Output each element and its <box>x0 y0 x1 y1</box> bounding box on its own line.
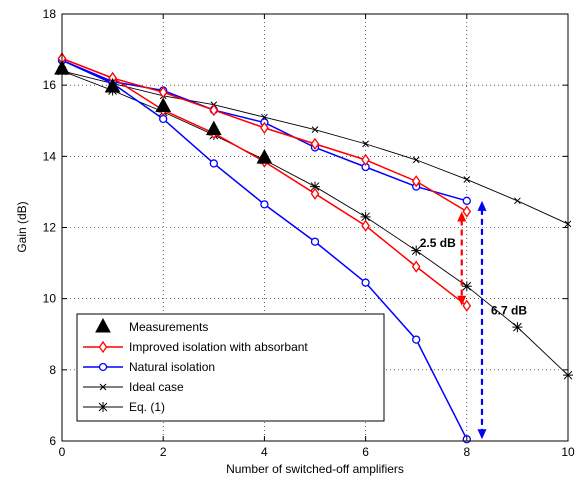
data-point <box>310 237 320 246</box>
data-point <box>462 299 472 312</box>
data-point <box>311 126 319 133</box>
legend: Measurements Improved isolation with abso… <box>76 313 385 422</box>
x-tick-label: 6 <box>362 445 369 459</box>
x-tick-label: 0 <box>59 445 66 459</box>
y-tick-label: 14 <box>43 149 57 163</box>
annotation-label: 6.7 dB <box>491 304 527 318</box>
data-point <box>411 175 421 188</box>
legend-entry: Eq. (1) <box>83 400 165 414</box>
series-layer <box>54 52 573 444</box>
ticks-layer: 0 2 4 6 8 10 6 8 10 12 14 16 18 <box>43 7 575 459</box>
legend-label: Improved isolation with absorbant <box>129 340 308 354</box>
legend-marker <box>95 317 111 333</box>
x-tick-label: 8 <box>463 445 470 459</box>
data-point <box>256 149 273 164</box>
annotation-0: 2.5 dB <box>420 211 467 306</box>
data-point <box>462 205 472 218</box>
y-axis-label: Gain (dB) <box>15 201 29 252</box>
annotation-arrowhead-down <box>477 429 487 440</box>
data-point <box>463 176 471 183</box>
data-point <box>412 335 421 344</box>
legend-marker <box>98 362 108 372</box>
data-point <box>411 245 422 256</box>
y-tick-label: 16 <box>43 78 57 92</box>
x-axis-label: Number of switched-off amplifiers <box>226 462 404 476</box>
annotation-arrowhead-up <box>457 211 467 222</box>
y-tick-label: 6 <box>49 434 56 448</box>
y-tick-label: 18 <box>43 7 57 21</box>
data-point <box>159 114 168 124</box>
data-point <box>104 77 121 93</box>
annotation-arrowhead-up <box>477 200 487 211</box>
data-point <box>310 181 320 192</box>
data-point <box>461 281 472 292</box>
data-point <box>361 219 370 232</box>
data-point <box>412 156 420 164</box>
data-point <box>512 322 523 333</box>
series-1 <box>57 52 472 218</box>
data-point <box>209 159 218 168</box>
legend-label: Eq. (1) <box>129 400 165 414</box>
annotation-1: 6.7 dB <box>477 200 527 440</box>
data-point <box>155 97 172 113</box>
data-point <box>260 200 269 209</box>
data-point <box>158 86 168 99</box>
legend-box <box>76 313 385 422</box>
legend-entry: Measurements <box>95 317 208 334</box>
legend-entry: Improved isolation with absorbant <box>83 340 308 354</box>
legend-marker <box>99 383 107 391</box>
legend-marker <box>98 402 108 412</box>
annotations-layer: 2.5 dB 6.7 dB <box>420 200 527 440</box>
data-point <box>411 260 421 273</box>
y-tick-label: 10 <box>43 292 57 306</box>
y-tick-label: 12 <box>43 221 57 235</box>
legend-label: Ideal case <box>129 380 184 394</box>
legend-label: Natural isolation <box>129 360 215 374</box>
data-point <box>310 187 320 200</box>
annotation-label: 2.5 dB <box>420 236 456 250</box>
data-point <box>361 153 370 167</box>
x-tick-label: 10 <box>561 445 575 459</box>
legend-label: Measurements <box>129 320 208 334</box>
x-tick-label: 4 <box>261 445 268 459</box>
data-point <box>205 120 222 136</box>
data-point <box>209 103 219 117</box>
data-point <box>361 278 370 287</box>
data-point <box>362 140 369 148</box>
legend-marker <box>98 340 108 354</box>
data-point <box>360 211 371 222</box>
annotation-arrowhead-down <box>457 295 467 306</box>
y-tick-label: 8 <box>49 363 56 377</box>
x-tick-label: 2 <box>160 445 167 459</box>
data-point <box>514 197 521 205</box>
legend-entry: Ideal case <box>83 380 184 394</box>
legend-entry: Natural isolation <box>83 360 215 374</box>
data-point <box>260 121 269 135</box>
data-point <box>310 137 320 151</box>
data-point <box>462 196 471 205</box>
